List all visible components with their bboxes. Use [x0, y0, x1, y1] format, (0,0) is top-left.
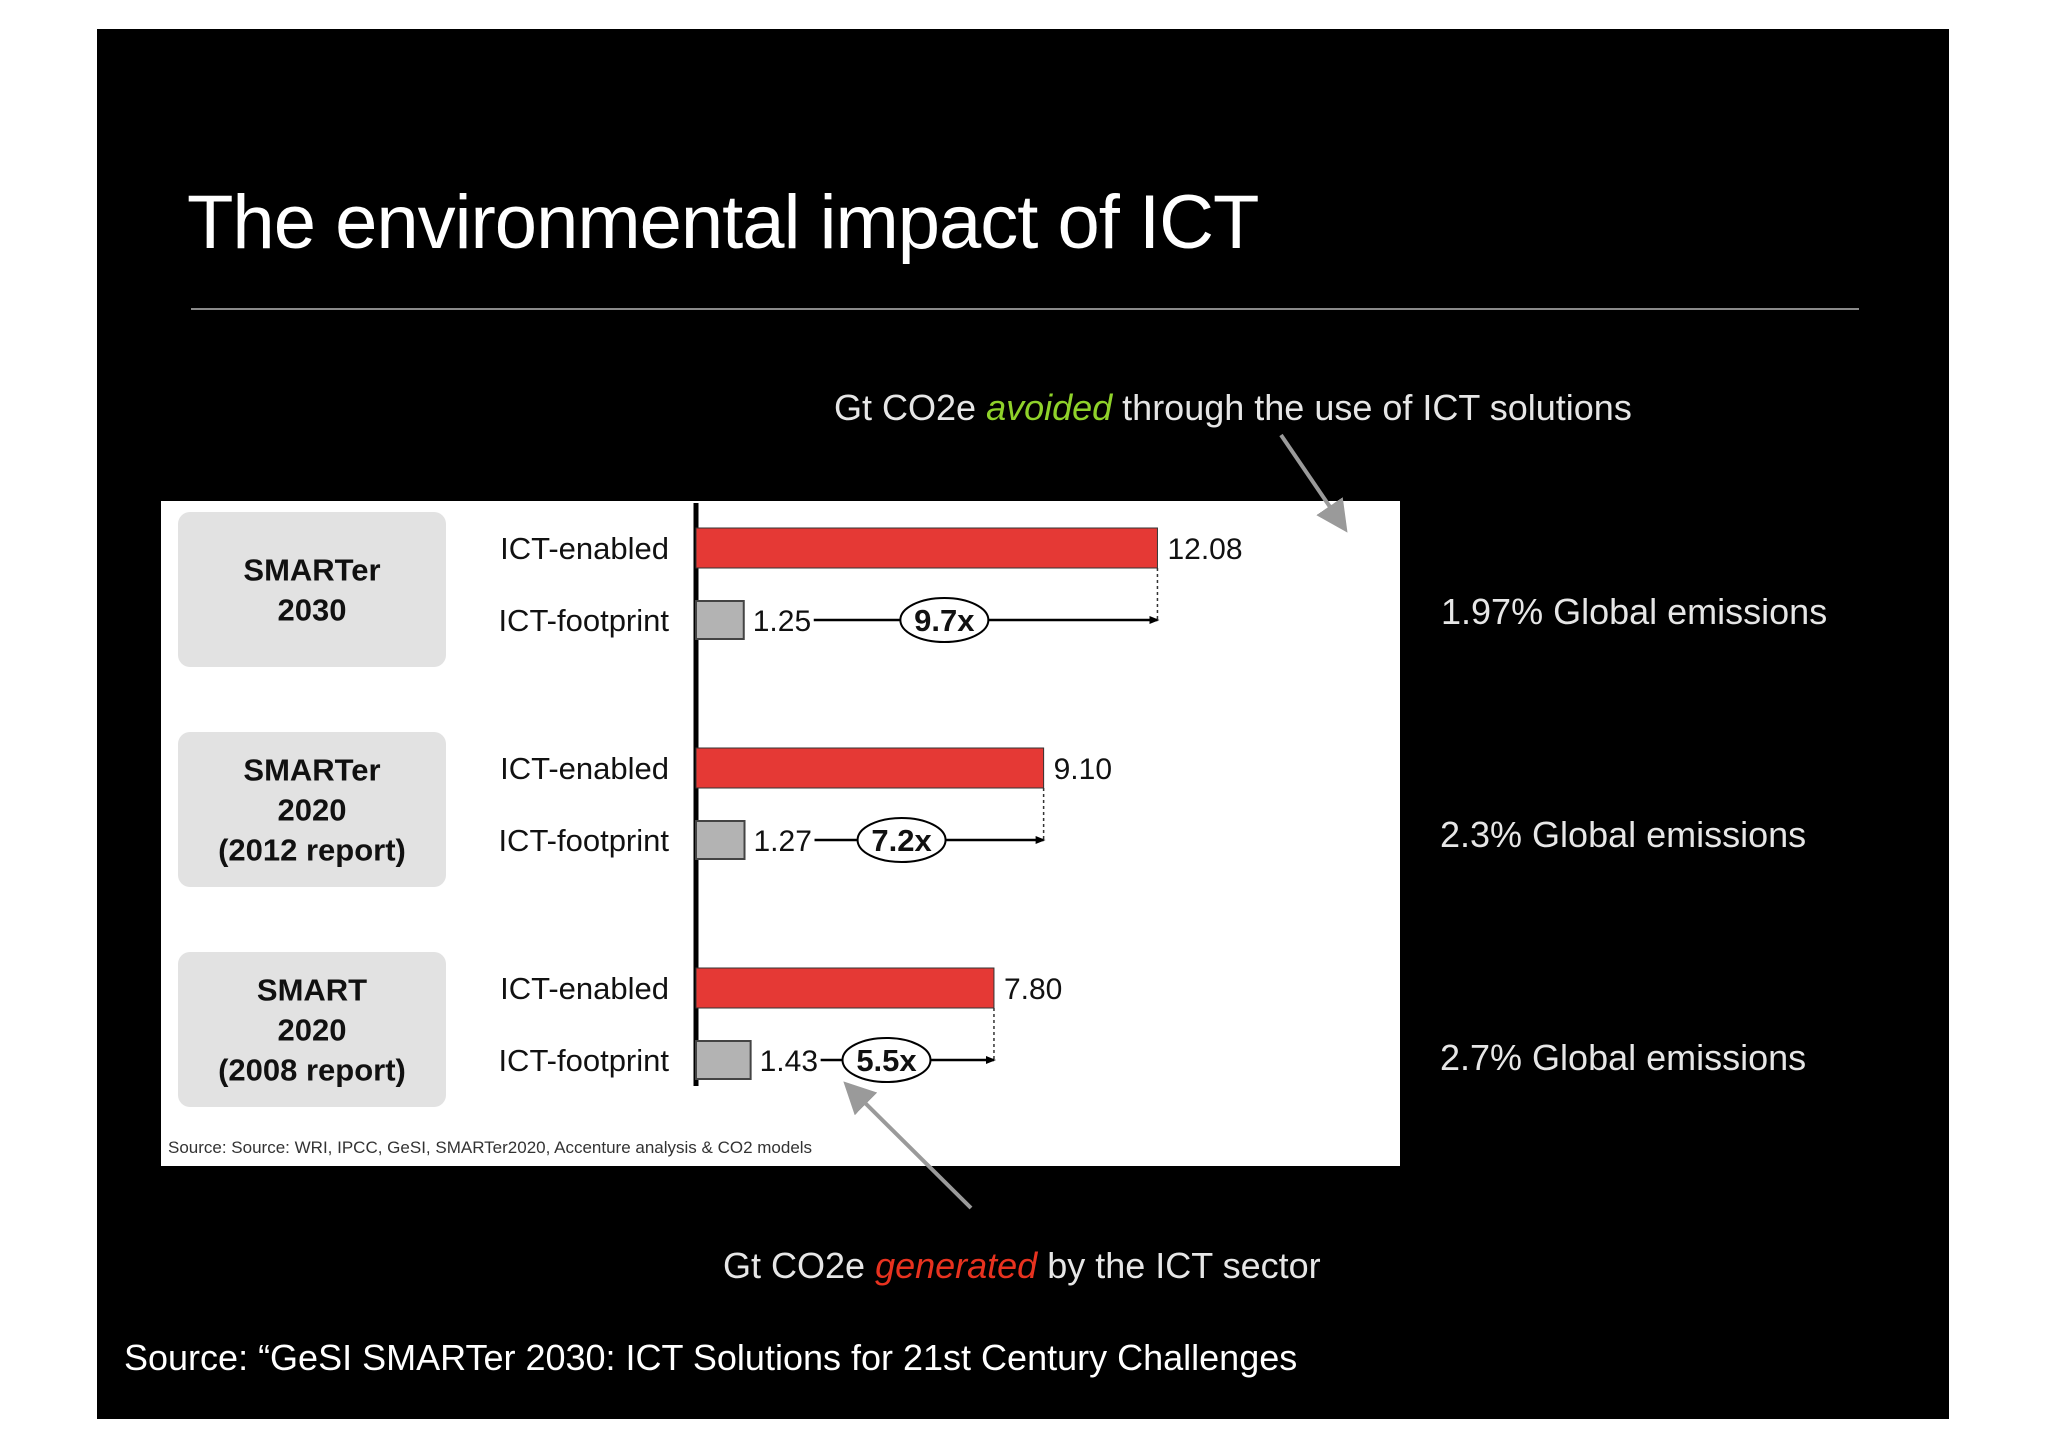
generated-caption: Gt CO2e generated by the ICT sector	[723, 1245, 1321, 1287]
ratio-badge	[856, 817, 947, 863]
group-box	[178, 952, 446, 1107]
series-label: ICT-enabled	[500, 531, 669, 566]
slide-source: Source: “GeSI SMARTer 2030: ICT Solution…	[124, 1337, 1298, 1378]
footprint-value-label: 1.27	[754, 825, 812, 858]
group-label: 2020	[278, 793, 347, 828]
group-label: SMARTer	[243, 753, 380, 788]
ratio-label: 7.2x	[871, 823, 932, 858]
enabled-bar	[695, 967, 995, 1009]
enabled-value-label: 7.80	[1004, 973, 1062, 1006]
footprint-bar	[695, 600, 745, 640]
enabled-value-label: 9.10	[1054, 753, 1112, 786]
chart-panel: SMARTer 2030 ICT-enabled ICT-footprint 12.08…	[161, 501, 1400, 1166]
group-label: (2008 report)	[218, 1053, 406, 1088]
group-box	[178, 732, 446, 887]
avoided-caption-prefix: Gt CO2e	[834, 387, 987, 428]
chart-source-note: Source: Source: WRI, IPCC, GeSI, SMARTer…	[168, 1138, 812, 1157]
generated-caption-suffix: by the ICT sector	[1037, 1245, 1321, 1286]
enabled-value-label: 12.08	[1167, 533, 1242, 566]
group-label: SMART	[257, 973, 367, 1008]
series-label: ICT-footprint	[498, 603, 669, 638]
global-emissions-2020-2012: 2.3% Global emissions	[1440, 814, 1807, 855]
avoided-caption-suffix: through the use of ICT solutions	[1112, 387, 1632, 428]
footprint-bar	[695, 1040, 752, 1080]
bar-chart: SMARTer 2030 ICT-enabled ICT-footprint 12.08…	[168, 503, 1243, 1157]
enabled-bar	[695, 747, 1045, 789]
avoided-caption: Gt CO2e avoided through the use of ICT s…	[834, 387, 1632, 429]
series-label: ICT-footprint	[498, 823, 669, 858]
generated-caption-prefix: Gt CO2e	[723, 1245, 876, 1286]
footprint-value-label: 1.25	[753, 605, 811, 638]
series-label: ICT-footprint	[498, 1043, 669, 1078]
footprint-value-label: 1.43	[760, 1045, 818, 1078]
global-emissions-2020-2008: 2.7% Global emissions	[1440, 1037, 1807, 1078]
ratio-badge	[841, 1037, 932, 1083]
global-emissions-2030: 1.97% Global emissions	[1441, 591, 1828, 632]
slide: The environmental impact of ICT Gt CO2e …	[97, 29, 1949, 1419]
group-box	[178, 512, 446, 667]
ratio-badge	[899, 597, 990, 643]
group-label: 2030	[278, 593, 347, 628]
group-label: (2012 report)	[218, 833, 406, 868]
footprint-bar	[695, 820, 746, 860]
generated-caption-emphasis: generated	[875, 1245, 1038, 1286]
group-label: SMARTer	[243, 553, 380, 588]
title-divider	[191, 308, 1859, 310]
series-label: ICT-enabled	[500, 751, 669, 786]
enabled-bar	[695, 527, 1158, 569]
slide-title: The environmental impact of ICT	[187, 180, 1259, 265]
group-label: 2020	[278, 1013, 347, 1048]
avoided-caption-emphasis: avoided	[986, 387, 1113, 428]
ratio-label: 9.7x	[914, 603, 975, 638]
ratio-label: 5.5x	[856, 1043, 917, 1078]
series-label: ICT-enabled	[500, 971, 669, 1006]
